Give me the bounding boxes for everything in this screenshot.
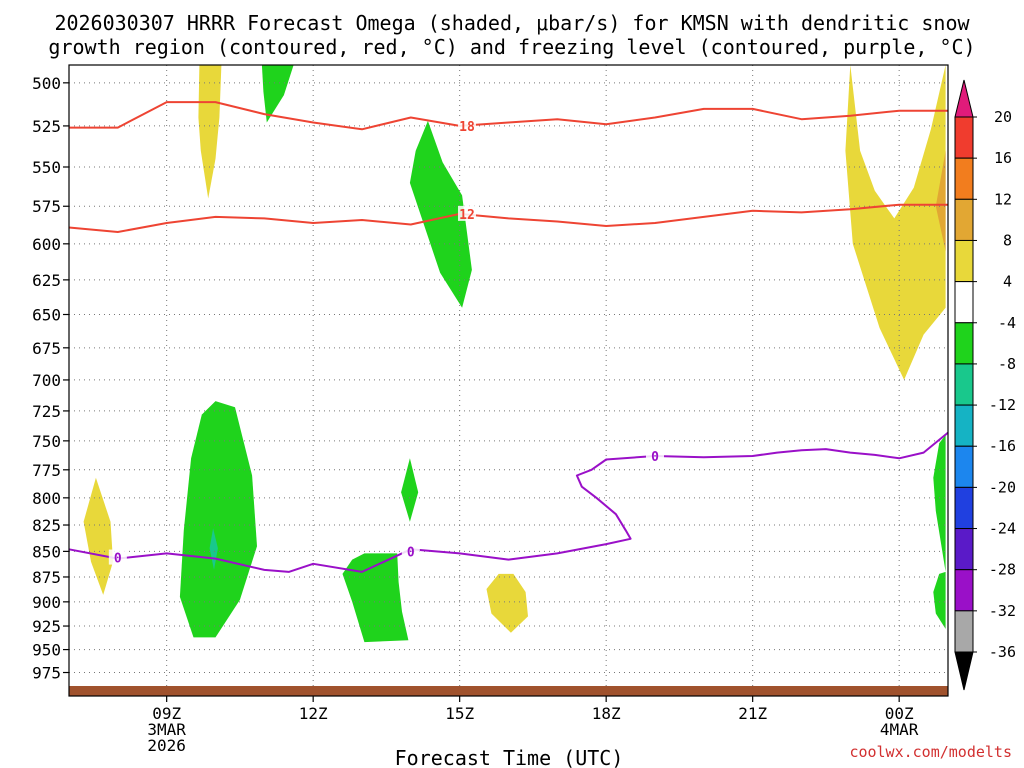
x-tick-label-15-0: 15Z (445, 704, 474, 723)
y-tick-label-500: 500 (32, 74, 61, 93)
y-axis: 500 525 550 575 600 625 650 675 700 725 750 775 800 8… (32, 74, 69, 683)
omega-green-top (261, 65, 294, 123)
ground-strip (69, 686, 948, 696)
contour-label-bg (646, 448, 664, 464)
colorbar-bottom-triangle (954, 651, 974, 691)
contour-label-2-2: 0 (651, 450, 659, 465)
y-tick-label-850: 850 (32, 542, 61, 561)
colorbar-tick-label-2: 12 (994, 190, 1012, 208)
y-tick-label-775: 775 (32, 461, 61, 480)
contour-label-bg (108, 549, 127, 565)
colorbar-tick-label-3: 8 (1003, 231, 1012, 249)
omega-green-right-edge-2 (933, 571, 946, 629)
colorbar-bin-10 (954, 486, 974, 530)
colorbar-tick-label-13: -36 (989, 643, 1016, 661)
colorbar-bin-6 (954, 322, 974, 365)
contour-label-bg (457, 117, 476, 133)
colorbar-bin-7 (954, 363, 974, 406)
x-tick-label-9-2: 2026 (147, 736, 186, 755)
omega-yellow-bottom (486, 573, 528, 633)
colorbar-bin-8 (954, 404, 974, 447)
colorbar-bin-11 (954, 528, 974, 571)
colorbar-tick-label-11: -28 (989, 561, 1016, 579)
x-tick-label-12-0: 12Z (299, 704, 328, 723)
contour-label-bg (401, 543, 420, 559)
omega-yellow-right (845, 65, 946, 380)
x-tick-label-24-1: 4MAR (880, 720, 919, 739)
omega-green-bottom (342, 553, 409, 643)
y-tick-label-700: 700 (32, 371, 61, 390)
omega-yellow-left (83, 477, 113, 595)
grid (69, 65, 948, 696)
colorbar-bin-4 (954, 239, 974, 283)
credit-link[interactable]: coolwx.com/modelts (849, 743, 1012, 761)
colorbar-bin-5 (954, 281, 974, 324)
contour-label-0-0: 18 (459, 120, 475, 135)
colorbar-tick-label-10: -24 (989, 520, 1016, 538)
colorbar-tick-label-7: -12 (989, 396, 1016, 414)
colorbar-tick-label-5: -4 (998, 314, 1016, 332)
colorbar-tick-label-6: -8 (998, 355, 1016, 373)
colorbar-tick-label-12: -32 (989, 602, 1016, 620)
x-axis-label: Forecast Time (UTC) (395, 746, 624, 768)
colorbar-tick-label-8: -16 (989, 437, 1016, 455)
colorbar-bin-13 (954, 610, 974, 653)
x-tick-label-24-0: 00Z (885, 704, 914, 723)
y-tick-label-975: 975 (32, 664, 61, 683)
contours: 18 12 0 0 0 (68, 101, 949, 573)
omega-yellow-top-narrow (198, 65, 222, 199)
omega-green-big (179, 401, 257, 638)
colorbar-bin-9 (954, 445, 974, 488)
contour-label-1-0: 12 (459, 208, 475, 223)
y-tick-label-675: 675 (32, 339, 61, 358)
y-tick-label-575: 575 (32, 197, 61, 216)
y-tick-label-825: 825 (32, 516, 61, 535)
colorbar-tick-label-9: -20 (989, 478, 1016, 496)
colorbar: 20 16 12 8 4 -4 -8 -12 -16 -20 -24 -28 -32 -36 (954, 79, 1016, 691)
y-tick-label-600: 600 (32, 235, 61, 254)
x-tick-label-18-0: 18Z (592, 704, 621, 723)
chart-title-line-2: growth region (contoured, red, °C) and f… (48, 35, 975, 59)
y-tick-label-925: 925 (32, 617, 61, 636)
y-tick-label-625: 625 (32, 271, 61, 290)
x-tick-label-21-0: 21Z (738, 704, 767, 723)
omega-orange-right (935, 150, 946, 252)
colorbar-tick-label-0: 20 (994, 108, 1012, 126)
contour-2 (68, 431, 949, 573)
x-tick-label-9-0: 09Z (152, 704, 181, 723)
omega-green-center (409, 120, 472, 308)
y-tick-label-800: 800 (32, 489, 61, 508)
colorbar-tick-label-1: 16 (994, 149, 1012, 167)
colorbar-top-triangle (954, 79, 974, 118)
y-tick-label-650: 650 (32, 306, 61, 325)
colorbar-tick-label-4: 4 (1003, 273, 1012, 291)
colorbar-bin-2 (954, 157, 974, 200)
colorbar-bin-1 (954, 116, 974, 159)
contour-0 (69, 101, 948, 131)
x-tick-label-9-1: 3MAR (147, 720, 186, 739)
contour-label-2-0: 0 (114, 552, 122, 567)
y-tick-label-725: 725 (32, 402, 61, 421)
y-tick-label-900: 900 (32, 593, 61, 612)
y-tick-label-875: 875 (32, 568, 61, 587)
y-tick-label-950: 950 (32, 641, 61, 660)
contour-1 (68, 203, 948, 233)
omega-green-diamond (401, 458, 419, 522)
y-tick-label-750: 750 (32, 432, 61, 451)
contour-label-bg (457, 205, 476, 221)
omega-green-right-edge-1 (933, 435, 946, 572)
contour-label-2-1: 0 (407, 545, 415, 560)
y-tick-label-525: 525 (32, 117, 61, 136)
colorbar-bin-12 (954, 569, 974, 612)
omega-shaded-regions (83, 65, 946, 643)
colorbar-bin-3 (954, 198, 974, 241)
y-tick-label-550: 550 (32, 158, 61, 177)
chart-title-line-1: 2026030307 HRRR Forecast Omega (shaded, … (54, 11, 970, 35)
